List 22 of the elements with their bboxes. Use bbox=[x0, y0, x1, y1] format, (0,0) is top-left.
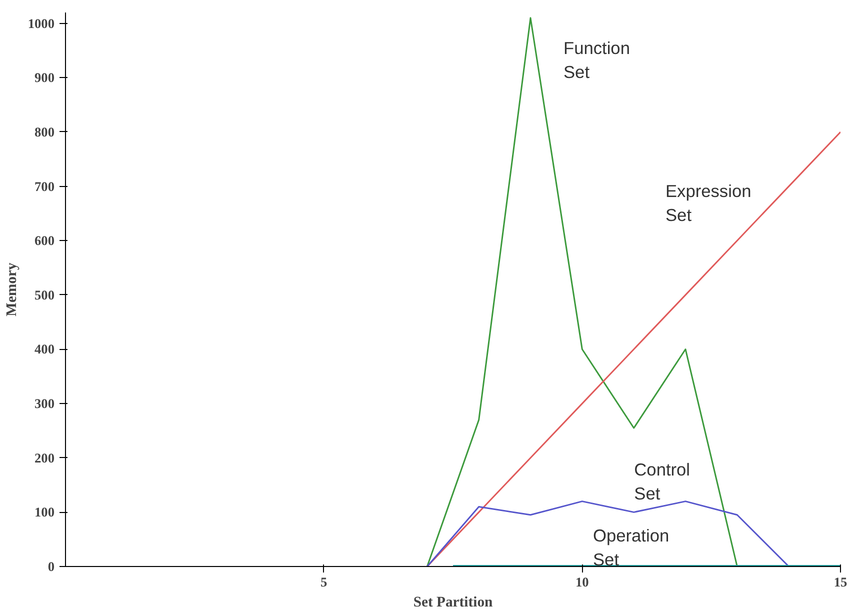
y-tick-label: 1000 bbox=[28, 16, 55, 31]
y-tick-label: 600 bbox=[34, 233, 55, 248]
series-label: Expression Set bbox=[666, 180, 752, 225]
y-axis-title: Memory bbox=[4, 262, 20, 316]
x-axis-title: Set Partition bbox=[413, 594, 493, 610]
line-series bbox=[426, 500, 790, 566]
series-label: Operation Set bbox=[593, 526, 670, 570]
y-tick-label: 100 bbox=[34, 504, 55, 520]
y-tick-label: 300 bbox=[34, 396, 55, 412]
series-label: Function Set bbox=[564, 38, 630, 82]
y-tick-label: 800 bbox=[34, 124, 55, 140]
y-tick-label: 400 bbox=[34, 342, 55, 357]
line-series bbox=[426, 131, 840, 566]
x-tick-label: 15 bbox=[834, 574, 848, 590]
y-tick-label: 0 bbox=[48, 559, 55, 574]
y-tick-label: 900 bbox=[34, 70, 55, 86]
x-tick-label: 5 bbox=[320, 574, 328, 590]
series-label: Control Set bbox=[634, 459, 690, 504]
x-tick-label: 10 bbox=[576, 574, 590, 590]
y-tick-label: 200 bbox=[34, 450, 55, 466]
y-tick-label: 700 bbox=[34, 178, 55, 194]
y-tick-label: 500 bbox=[34, 287, 55, 302]
